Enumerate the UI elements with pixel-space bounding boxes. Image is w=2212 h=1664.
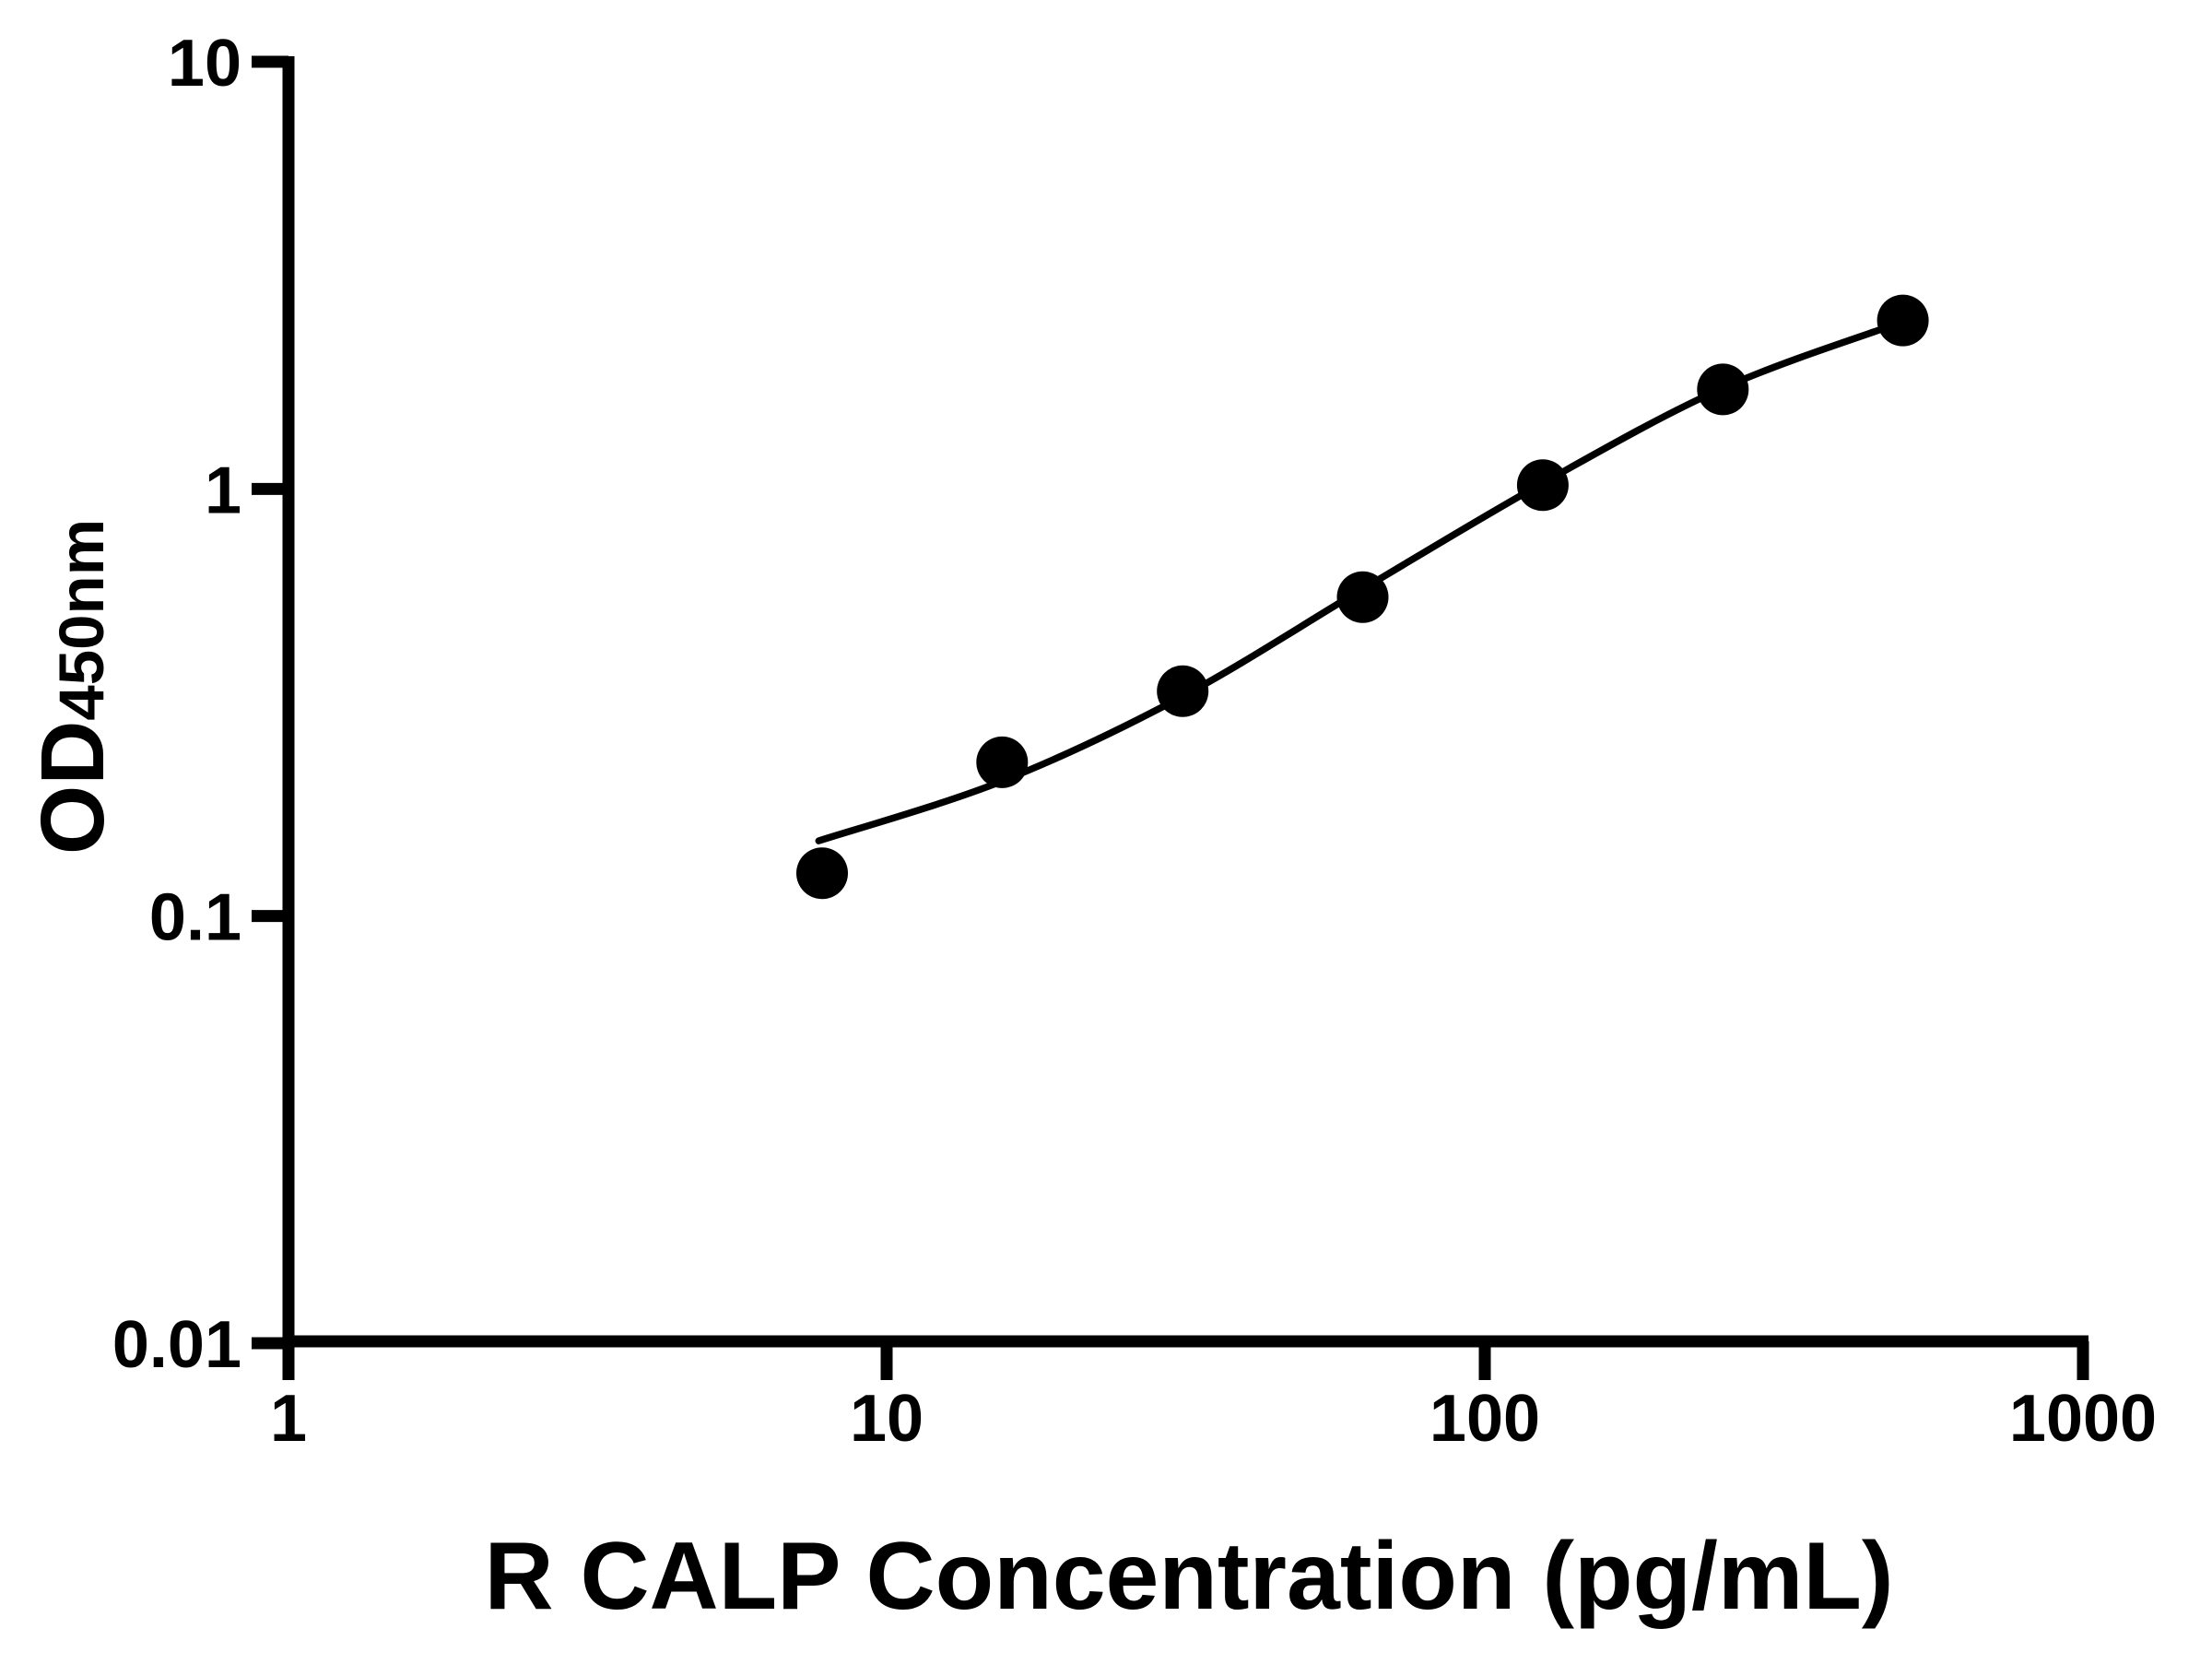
tick-marks <box>252 55 2089 1380</box>
y-axis-title: OD450nm <box>22 519 123 855</box>
x-tick-label: 100 <box>1430 1382 1540 1456</box>
y-axis-title-subscript: 450nm <box>46 519 117 721</box>
axes <box>282 56 2088 1348</box>
x-tick-label: 1 <box>270 1382 307 1456</box>
y-tick-label: 10 <box>168 27 241 100</box>
y-tick-label: 0.1 <box>149 881 241 955</box>
x-axis-title: R CALP Concentration (pg/mL) <box>484 1523 1893 1630</box>
tick-labels: 1 10 100 1000 0.01 0.1 1 10 <box>112 27 2157 1456</box>
data-point <box>1877 294 1929 347</box>
y-axis-title-main: OD <box>22 721 123 856</box>
x-tick-label: 1000 <box>2009 1382 2157 1456</box>
data-point <box>1336 571 1389 623</box>
data-point <box>1157 665 1209 717</box>
y-tick-label: 0.01 <box>112 1308 241 1382</box>
data-point <box>1697 363 1749 416</box>
x-tick-label: 10 <box>850 1382 924 1456</box>
data-points <box>796 294 1929 900</box>
data-point <box>976 736 1029 788</box>
data-point <box>796 847 848 900</box>
y-tick-label: 1 <box>205 454 241 527</box>
data-point <box>1516 459 1569 512</box>
